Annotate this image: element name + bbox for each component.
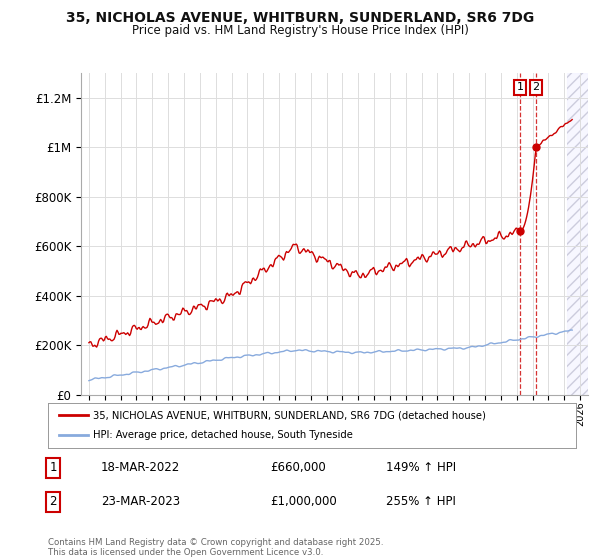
Text: Contains HM Land Registry data © Crown copyright and database right 2025.
This d: Contains HM Land Registry data © Crown c…	[48, 538, 383, 557]
Text: 2: 2	[532, 82, 539, 92]
Text: 1: 1	[50, 461, 57, 474]
Bar	[567, 73, 588, 395]
Text: 18-MAR-2022: 18-MAR-2022	[101, 461, 180, 474]
Text: HPI: Average price, detached house, South Tyneside: HPI: Average price, detached house, Sout…	[93, 431, 353, 441]
Text: 35, NICHOLAS AVENUE, WHITBURN, SUNDERLAND, SR6 7DG (detached house): 35, NICHOLAS AVENUE, WHITBURN, SUNDERLAN…	[93, 410, 486, 421]
Text: 255% ↑ HPI: 255% ↑ HPI	[386, 496, 456, 508]
Text: £660,000: £660,000	[270, 461, 326, 474]
Text: £1,000,000: £1,000,000	[270, 496, 337, 508]
Bar	[567, 73, 588, 395]
Text: 2: 2	[50, 496, 57, 508]
Text: 149% ↑ HPI: 149% ↑ HPI	[386, 461, 456, 474]
Text: 1: 1	[517, 82, 524, 92]
Text: 35, NICHOLAS AVENUE, WHITBURN, SUNDERLAND, SR6 7DG: 35, NICHOLAS AVENUE, WHITBURN, SUNDERLAN…	[66, 11, 534, 25]
Text: Price paid vs. HM Land Registry's House Price Index (HPI): Price paid vs. HM Land Registry's House …	[131, 24, 469, 36]
Text: 23-MAR-2023: 23-MAR-2023	[101, 496, 180, 508]
